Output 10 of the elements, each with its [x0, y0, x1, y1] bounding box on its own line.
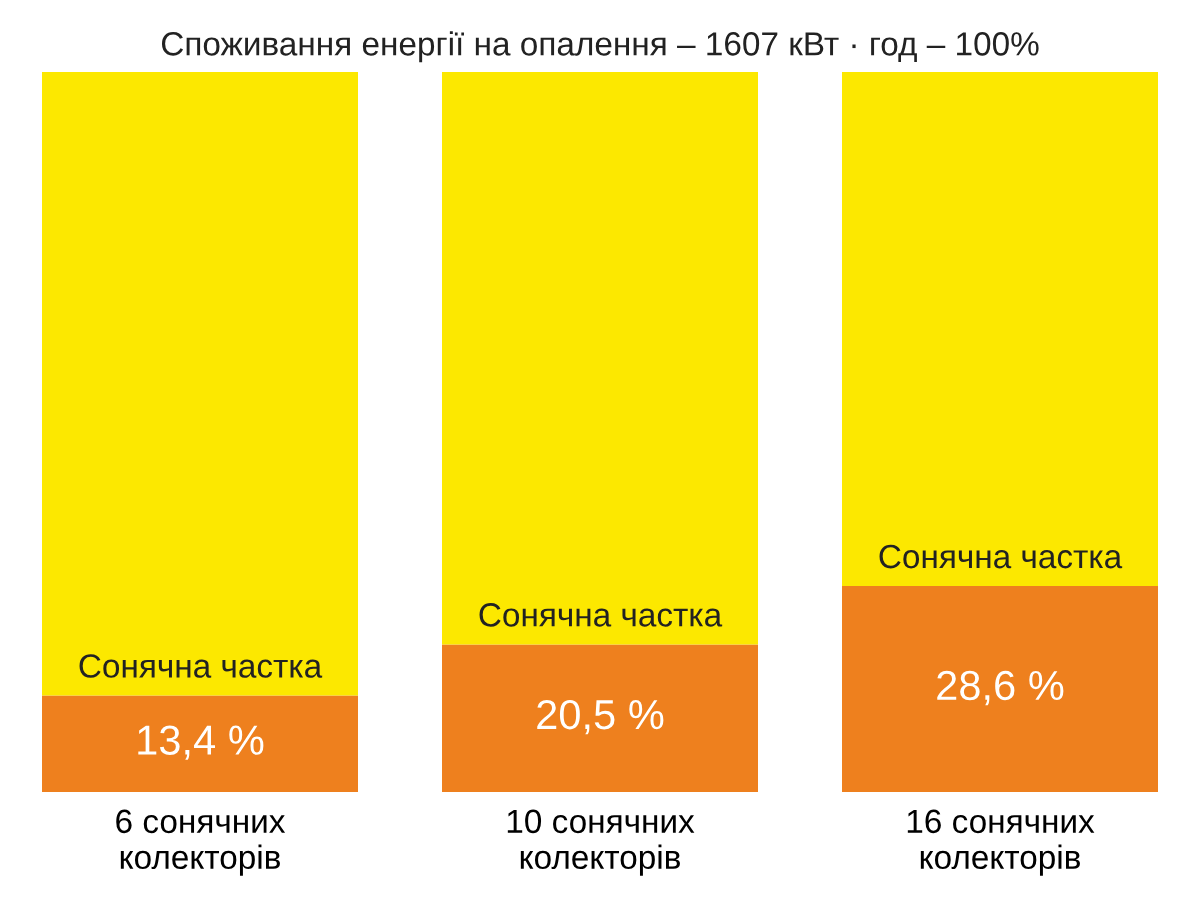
chart-title: Споживання енергії на опалення – 1607 кВт · год – 100% [161, 31, 1039, 63]
x-tick-label: 6 сонячних колекторів [116, 809, 286, 876]
data-label: 20,5 % [537, 699, 664, 735]
x-tick-label: 16 сонячних колекторів [907, 809, 1095, 876]
data-label: 13,4 % [138, 725, 264, 760]
annotation: Сонячна частка [879, 544, 1123, 569]
x-tick-label: 10 сонячних колекторів [507, 809, 695, 876]
data-label: 28,6 % [937, 670, 1064, 706]
annotation: Сонячна частка [479, 603, 723, 627]
annotation: Сонячна частка [79, 654, 323, 678]
